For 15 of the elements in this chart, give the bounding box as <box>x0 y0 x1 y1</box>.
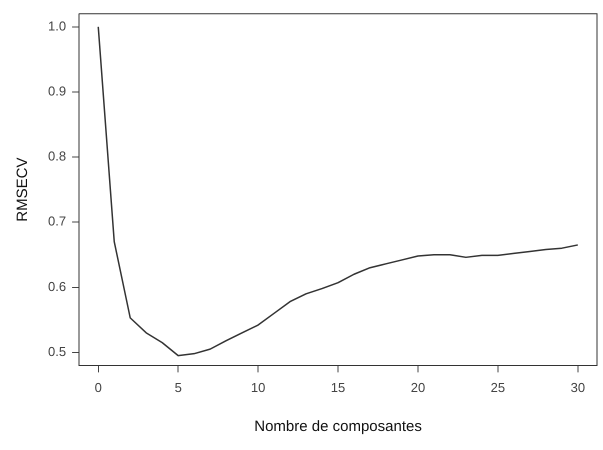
x-tick-label: 0 <box>94 380 102 395</box>
x-axis-title: Nombre de composantes <box>254 418 422 436</box>
y-tick-label: 0.6 <box>48 278 66 294</box>
y-tick-label: 0.5 <box>48 344 66 359</box>
x-tick-label: 30 <box>570 380 586 395</box>
x-tick-label: 15 <box>330 380 346 395</box>
x-tick-label: 20 <box>410 380 426 395</box>
y-tick-label: 0.8 <box>48 148 66 164</box>
y-tick-label: 0.7 <box>48 214 66 229</box>
x-tick-label: 10 <box>250 380 266 395</box>
y-tick-label: 1.0 <box>48 18 66 34</box>
x-tick-label: 25 <box>490 380 506 395</box>
y-tick-label: 0.9 <box>48 84 66 99</box>
y-axis-title: RMSECV <box>14 158 32 222</box>
x-tick-label: 5 <box>174 380 182 395</box>
